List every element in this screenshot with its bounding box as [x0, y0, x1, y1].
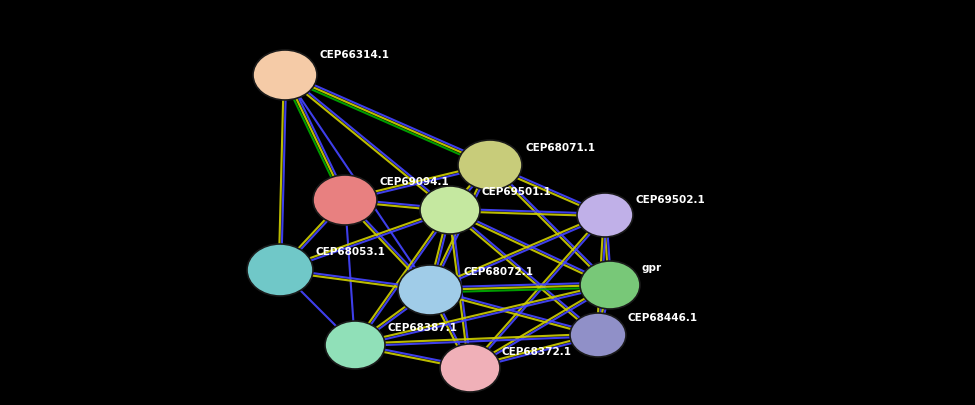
Text: CEP68446.1: CEP68446.1 — [628, 313, 698, 323]
Ellipse shape — [570, 313, 626, 357]
Text: CEP69501.1: CEP69501.1 — [482, 187, 552, 197]
Text: CEP68372.1: CEP68372.1 — [502, 347, 572, 357]
Ellipse shape — [253, 50, 317, 100]
Ellipse shape — [458, 140, 522, 190]
Text: gpr: gpr — [642, 263, 662, 273]
Text: CEP68053.1: CEP68053.1 — [315, 247, 385, 257]
Text: CEP68072.1: CEP68072.1 — [464, 267, 534, 277]
Ellipse shape — [325, 321, 385, 369]
Text: CEP66314.1: CEP66314.1 — [320, 50, 390, 60]
Ellipse shape — [313, 175, 377, 225]
Text: CEP69094.1: CEP69094.1 — [380, 177, 449, 187]
Text: CEP68071.1: CEP68071.1 — [526, 143, 596, 153]
Ellipse shape — [580, 261, 640, 309]
Ellipse shape — [420, 186, 480, 234]
Text: CEP68387.1: CEP68387.1 — [387, 323, 457, 333]
Ellipse shape — [577, 193, 633, 237]
Text: CEP69502.1: CEP69502.1 — [635, 195, 705, 205]
Ellipse shape — [440, 344, 500, 392]
Ellipse shape — [247, 244, 313, 296]
Ellipse shape — [398, 265, 462, 315]
